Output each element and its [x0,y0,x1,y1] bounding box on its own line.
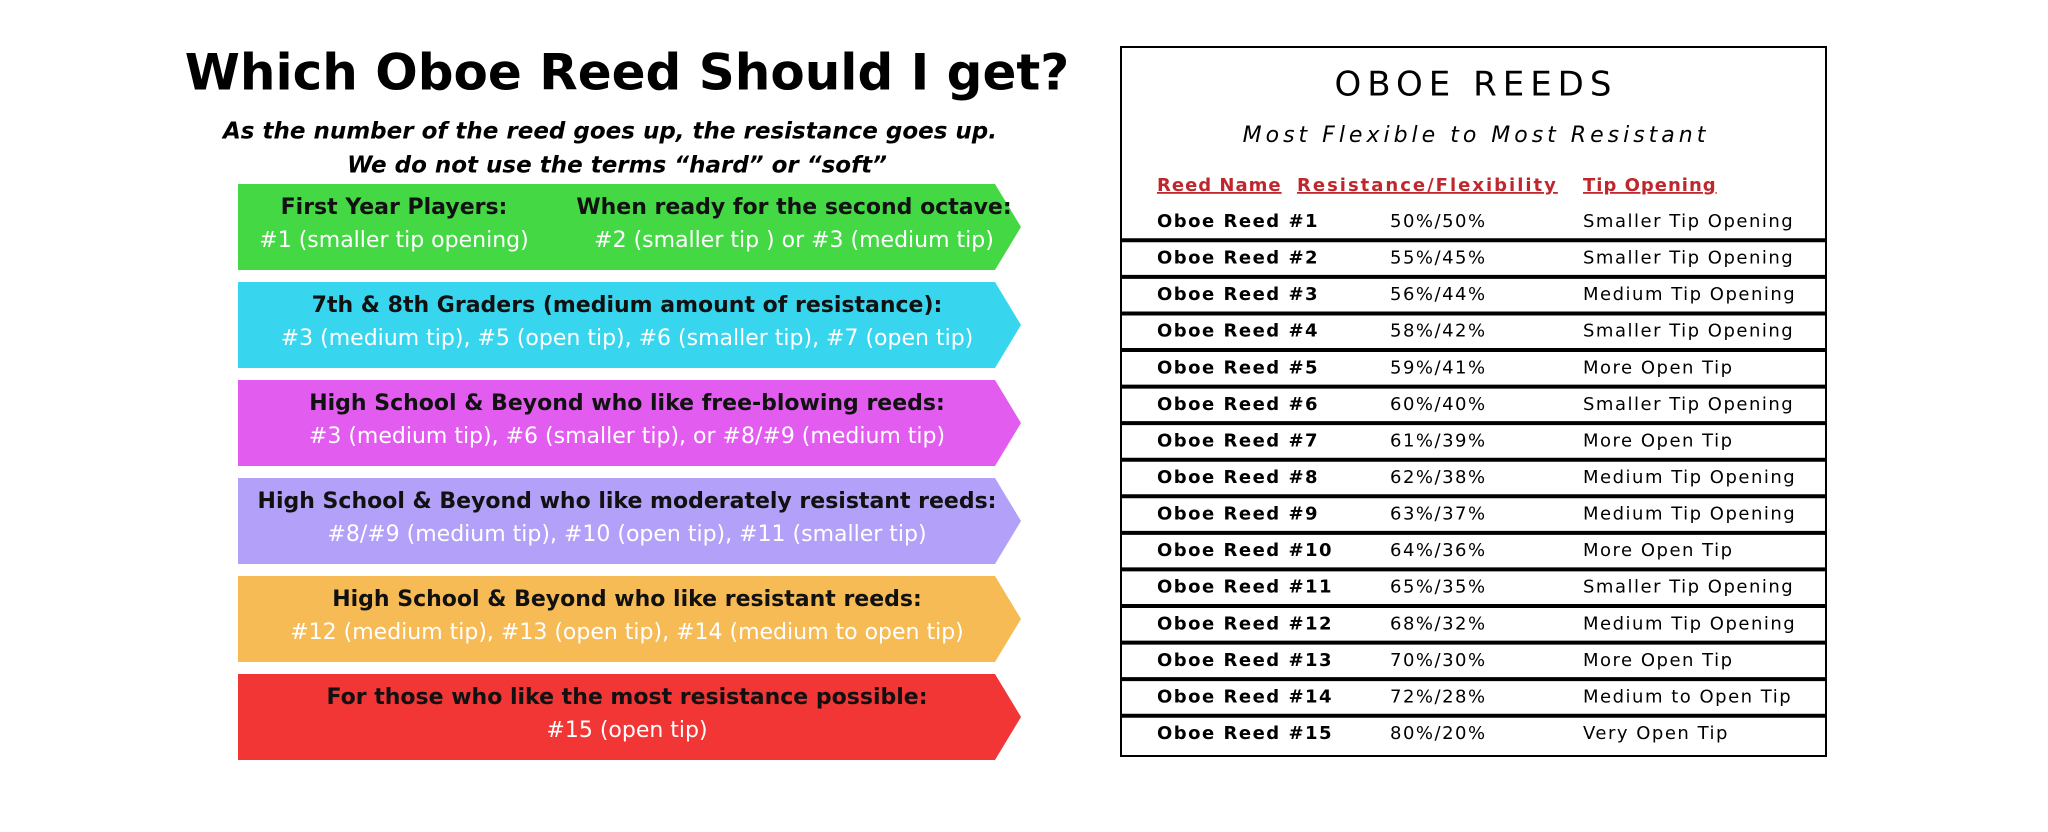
banner-heading: First Year Players: [281,195,508,220]
table-title: OBOE REEDS [1335,65,1618,105]
banner-detail: #15 (open tip) [546,718,707,743]
subtitle: As the number of the reed goes up, the r… [221,119,997,145]
table-cell: Smaller Tip Opening [1583,248,1794,269]
table-cell: 80%/20% [1390,723,1487,744]
table-cell: 61%/39% [1390,430,1487,451]
table-cell: 60%/40% [1390,394,1487,415]
table-cell: Medium to Open Tip [1583,686,1792,707]
table-cell: Oboe Reed #9 [1157,504,1319,525]
table-cell: 63%/37% [1390,504,1487,525]
table-cell: Oboe Reed #12 [1157,613,1333,634]
banner-heading: High School & Beyond who like free-blowi… [309,391,945,416]
table-cell: More Open Tip [1583,357,1734,378]
table-frame [1120,46,1827,757]
table-cell: Oboe Reed #4 [1157,321,1319,342]
table-cell: Smaller Tip Opening [1583,577,1794,598]
banner-detail: #3 (medium tip), #5 (open tip), #6 (smal… [281,326,974,351]
table-cell: Medium Tip Opening [1583,613,1796,634]
banner-detail: #12 (medium tip), #13 (open tip), #14 (m… [290,620,964,645]
banner-heading: High School & Beyond who like moderately… [258,489,997,514]
banner-heading: High School & Beyond who like resistant … [332,587,922,612]
banner-heading: 7th & 8th Graders (medium amount of resi… [312,293,943,318]
title: Which Oboe Reed Should I get? [185,44,1070,102]
table-cell: Oboe Reed #14 [1157,686,1333,707]
banner-detail: #3 (medium tip), #6 (smaller tip), or #8… [309,424,945,449]
table-cell: Medium Tip Opening [1583,467,1796,488]
table-cell: More Open Tip [1583,540,1734,561]
banner [238,674,1021,760]
table-cell: 50%/50% [1390,211,1487,232]
table-cell: 72%/28% [1390,686,1487,707]
banner-detail: #2 (smaller tip ) or #3 (medium tip) [594,228,994,253]
table-cell: 59%/41% [1390,357,1487,378]
table-cell: Oboe Reed #11 [1157,577,1333,598]
table-cell: Oboe Reed #10 [1157,540,1333,561]
banner-heading: For those who like the most resistance p… [326,685,927,710]
subtitle: We do not use the terms “hard” or “soft” [347,153,887,179]
table-cell: Oboe Reed #3 [1157,284,1319,305]
table-cell: Oboe Reed #13 [1157,650,1333,671]
table-cell: 58%/42% [1390,321,1487,342]
table-cell: Medium Tip Opening [1583,284,1796,305]
banner [238,184,1021,270]
table-cell: 64%/36% [1390,540,1487,561]
table-cell: 55%/45% [1390,248,1487,269]
table-cell: Oboe Reed #15 [1157,723,1333,744]
table-cell: 70%/30% [1390,650,1487,671]
table-cell: Smaller Tip Opening [1583,321,1794,342]
banner-detail: #1 (smaller tip opening) [259,228,528,253]
banner-detail: #8/#9 (medium tip), #10 (open tip), #11 … [327,522,926,547]
table-header: Reed Name [1157,175,1282,196]
table-cell: Very Open Tip [1583,723,1729,744]
table-cell: Oboe Reed #5 [1157,357,1319,378]
table-cell: Oboe Reed #1 [1157,211,1319,232]
table-header: Tip Opening [1583,175,1717,196]
table-cell: Smaller Tip Opening [1583,394,1794,415]
banner [238,478,1021,564]
table-header: Resistance/Flexibility [1297,175,1558,196]
table-cell: 65%/35% [1390,577,1487,598]
table-cell: Smaller Tip Opening [1583,211,1794,232]
table-cell: More Open Tip [1583,650,1734,671]
table-cell: Medium Tip Opening [1583,504,1796,525]
banner [238,282,1021,368]
table-cell: Oboe Reed #7 [1157,430,1319,451]
table-cell: 56%/44% [1390,284,1487,305]
table-cell: Oboe Reed #2 [1157,248,1319,269]
table-cell: More Open Tip [1583,430,1734,451]
table-cell: Oboe Reed #6 [1157,394,1319,415]
table-cell: Oboe Reed #8 [1157,467,1319,488]
banner [238,576,1021,662]
banner [238,380,1021,466]
banner-heading: When ready for the second octave: [576,195,1011,220]
table-cell: 68%/32% [1390,613,1487,634]
table-cell: 62%/38% [1390,467,1487,488]
table-subtitle: Most Flexible to Most Resistant [1243,123,1710,148]
